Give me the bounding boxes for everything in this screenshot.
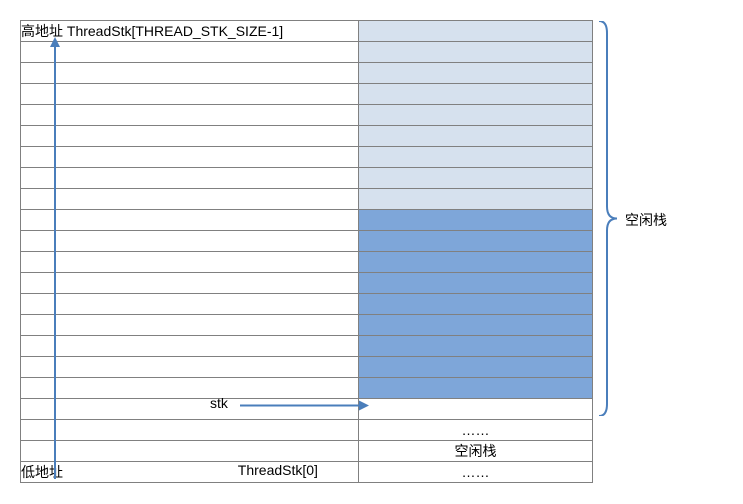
stack-row — [21, 210, 593, 231]
side-label: 空闲栈 — [625, 210, 667, 230]
stack-cell-right — [358, 378, 592, 399]
stack-row: 空闲栈 — [21, 441, 593, 462]
stack-cell-left — [21, 105, 359, 126]
stack-cell-left — [21, 273, 359, 294]
stack-cell-right — [358, 63, 592, 84]
stack-cell-right — [358, 84, 592, 105]
stack-cell-left — [21, 210, 359, 231]
brace-area: 空闲栈 — [593, 20, 723, 483]
stack-grid-wrapper: 高地址 ThreadStk[THREAD_STK_SIZE-1]……空闲栈低地址… — [20, 20, 593, 483]
stack-cell-right — [358, 294, 592, 315]
stack-row — [21, 399, 593, 420]
stack-row — [21, 378, 593, 399]
stack-cell-left — [21, 441, 359, 462]
stack-row — [21, 252, 593, 273]
stack-cell-left — [21, 252, 359, 273]
stack-row — [21, 294, 593, 315]
stack-row — [21, 42, 593, 63]
stack-cell-left — [21, 399, 359, 420]
stack-row — [21, 357, 593, 378]
stack-cell-right — [358, 126, 592, 147]
stack-cell-left — [21, 294, 359, 315]
stack-cell-right — [358, 336, 592, 357]
stack-cell-left: 低地址 ThreadStk[0] — [21, 462, 359, 483]
stack-cell-right — [358, 231, 592, 252]
stack-cell-left — [21, 63, 359, 84]
stack-cell-left — [21, 42, 359, 63]
low-address-label: 低地址 — [21, 464, 63, 480]
stack-cell-left — [21, 378, 359, 399]
stack-cell-right — [358, 315, 592, 336]
stack-cell-right: …… — [358, 420, 592, 441]
stack-cell-right: …… — [358, 462, 592, 483]
stack-cell-right — [358, 357, 592, 378]
stack-diagram: 高地址 ThreadStk[THREAD_STK_SIZE-1]……空闲栈低地址… — [20, 20, 723, 483]
stack-row: …… — [21, 420, 593, 441]
stack-cell-right — [358, 252, 592, 273]
stack-row: 高地址 ThreadStk[THREAD_STK_SIZE-1] — [21, 21, 593, 42]
stk-label: stk — [210, 395, 228, 411]
stack-row: 低地址 ThreadStk[0]…… — [21, 462, 593, 483]
stack-cell-left — [21, 126, 359, 147]
stack-row — [21, 168, 593, 189]
stack-cell-right — [358, 399, 592, 420]
stack-cell-left — [21, 147, 359, 168]
stack-row — [21, 126, 593, 147]
stack-cell-left — [21, 357, 359, 378]
stack-cell-right — [358, 168, 592, 189]
stack-cell-right — [358, 147, 592, 168]
stack-row — [21, 105, 593, 126]
stack-cell-right — [358, 21, 592, 42]
threadstk0-label: ThreadStk[0] — [238, 462, 358, 478]
stack-cell-right — [358, 189, 592, 210]
stack-cell-left — [21, 336, 359, 357]
stack-table: 高地址 ThreadStk[THREAD_STK_SIZE-1]……空闲栈低地址… — [20, 20, 593, 483]
right-brace — [597, 21, 627, 416]
stack-cell-right — [358, 42, 592, 63]
stack-cell-right: 空闲栈 — [358, 441, 592, 462]
stack-row — [21, 273, 593, 294]
stack-cell-right — [358, 273, 592, 294]
stack-row — [21, 63, 593, 84]
stack-cell-left — [21, 231, 359, 252]
stack-row — [21, 189, 593, 210]
stack-cell-left — [21, 168, 359, 189]
stack-cell-left — [21, 189, 359, 210]
stack-cell-left — [21, 420, 359, 441]
stack-cell-left — [21, 315, 359, 336]
stack-cell-right — [358, 210, 592, 231]
stack-cell-left: 高地址 ThreadStk[THREAD_STK_SIZE-1] — [21, 21, 359, 42]
stack-row — [21, 315, 593, 336]
stack-row — [21, 147, 593, 168]
stack-cell-right — [358, 105, 592, 126]
stack-row — [21, 84, 593, 105]
stack-row — [21, 231, 593, 252]
stack-cell-left — [21, 84, 359, 105]
stack-row — [21, 336, 593, 357]
